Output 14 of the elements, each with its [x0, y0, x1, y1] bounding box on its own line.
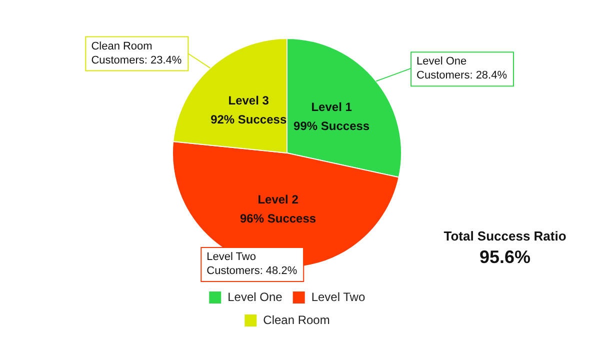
text: Level 1 99% Success [294, 100, 370, 133]
data-label: Customers: 48.2% [206, 265, 298, 278]
text: Level 3 92% Success [210, 93, 287, 126]
slice-label: Level Two [206, 251, 256, 264]
legend-label: Level Two [311, 290, 366, 304]
text: Total Success Ratio [444, 228, 566, 244]
data-label: Customers: 23.4% [91, 54, 182, 66]
text: Level 2 96% Success [240, 192, 316, 226]
legend-label: Level One [228, 290, 283, 304]
legend-label: Clean Room [263, 312, 330, 327]
slice-label: Clean Room [91, 40, 152, 52]
data-label: Customers: 28.4% [416, 70, 508, 82]
text: 95.6% [479, 246, 531, 267]
slice-label: Level One [416, 56, 467, 68]
